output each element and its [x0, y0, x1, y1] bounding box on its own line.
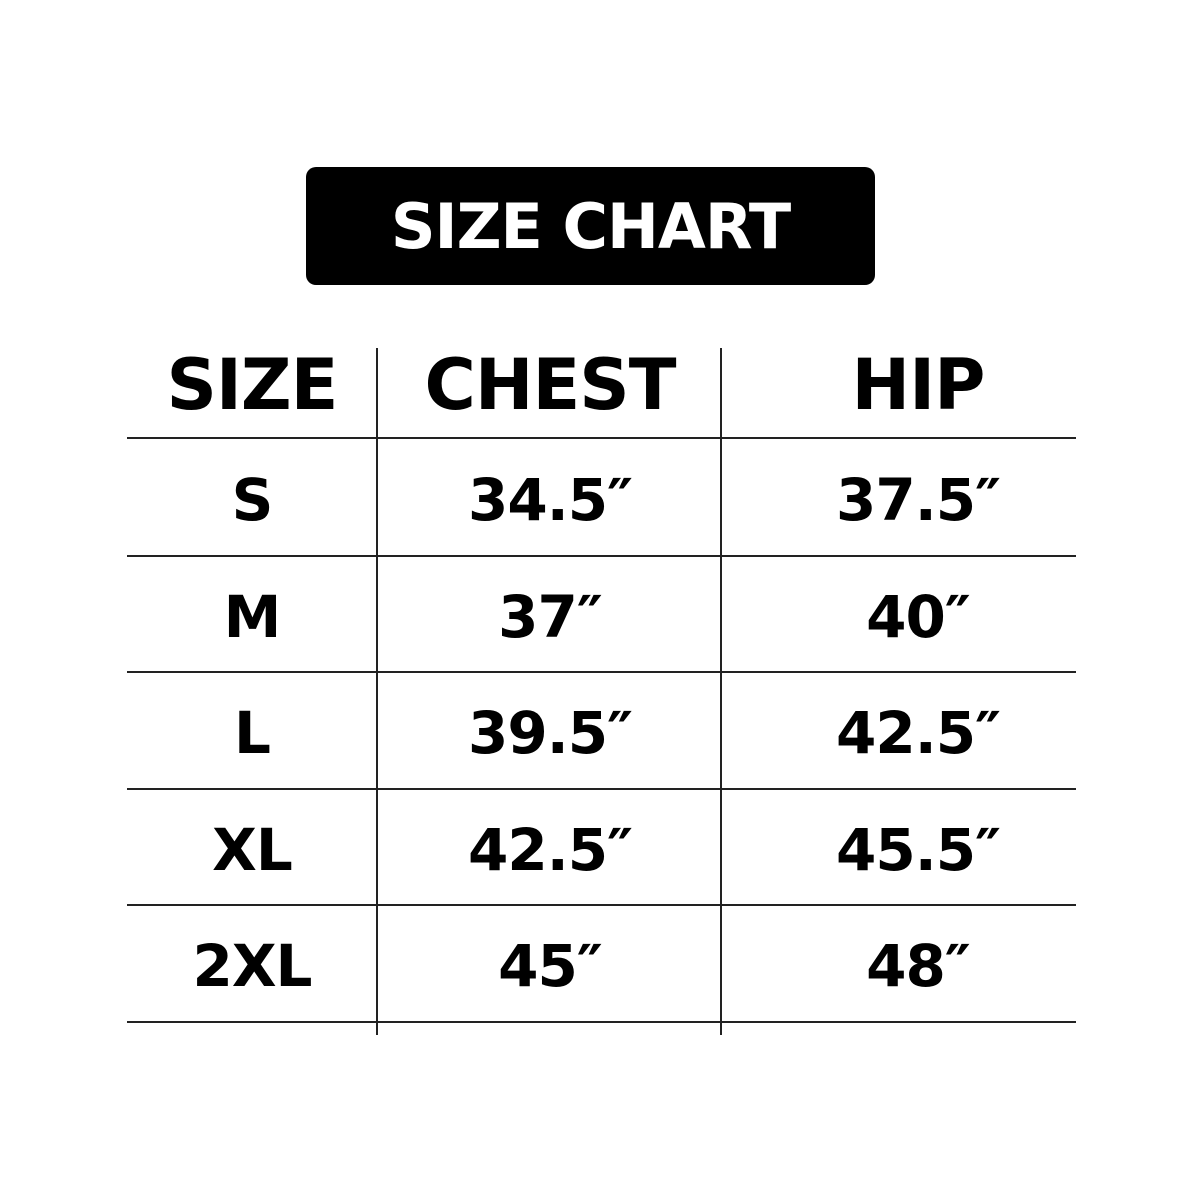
row-divider: [127, 671, 1076, 673]
hip-cell: 40″: [866, 583, 971, 651]
size-cell: M: [223, 583, 282, 651]
hip-cell: 45.5″: [835, 816, 1001, 884]
size-cell: XL: [212, 816, 293, 884]
hip-cell: 37.5″: [835, 466, 1001, 534]
size-cell: S: [231, 466, 274, 534]
row-divider: [127, 904, 1076, 906]
row-divider: [127, 437, 1076, 439]
row-divider: [127, 1021, 1076, 1023]
header-hip: HIP: [851, 344, 986, 426]
size-cell: L: [234, 699, 271, 767]
chest-cell: 42.5″: [467, 816, 633, 884]
row-divider: [127, 555, 1076, 557]
hip-cell: 48″: [866, 932, 971, 1000]
row-divider: [127, 788, 1076, 790]
chest-cell: 45″: [498, 932, 603, 1000]
chest-cell: 34.5″: [467, 466, 633, 534]
chest-cell: 39.5″: [467, 699, 633, 767]
size-chart-title: SIZE CHART: [306, 167, 875, 285]
column-divider: [376, 348, 378, 1035]
column-divider: [720, 348, 722, 1035]
hip-cell: 42.5″: [835, 699, 1001, 767]
header-chest: CHEST: [424, 344, 677, 426]
chest-cell: 37″: [498, 583, 603, 651]
size-cell: 2XL: [192, 932, 312, 1000]
header-size: SIZE: [166, 344, 338, 426]
